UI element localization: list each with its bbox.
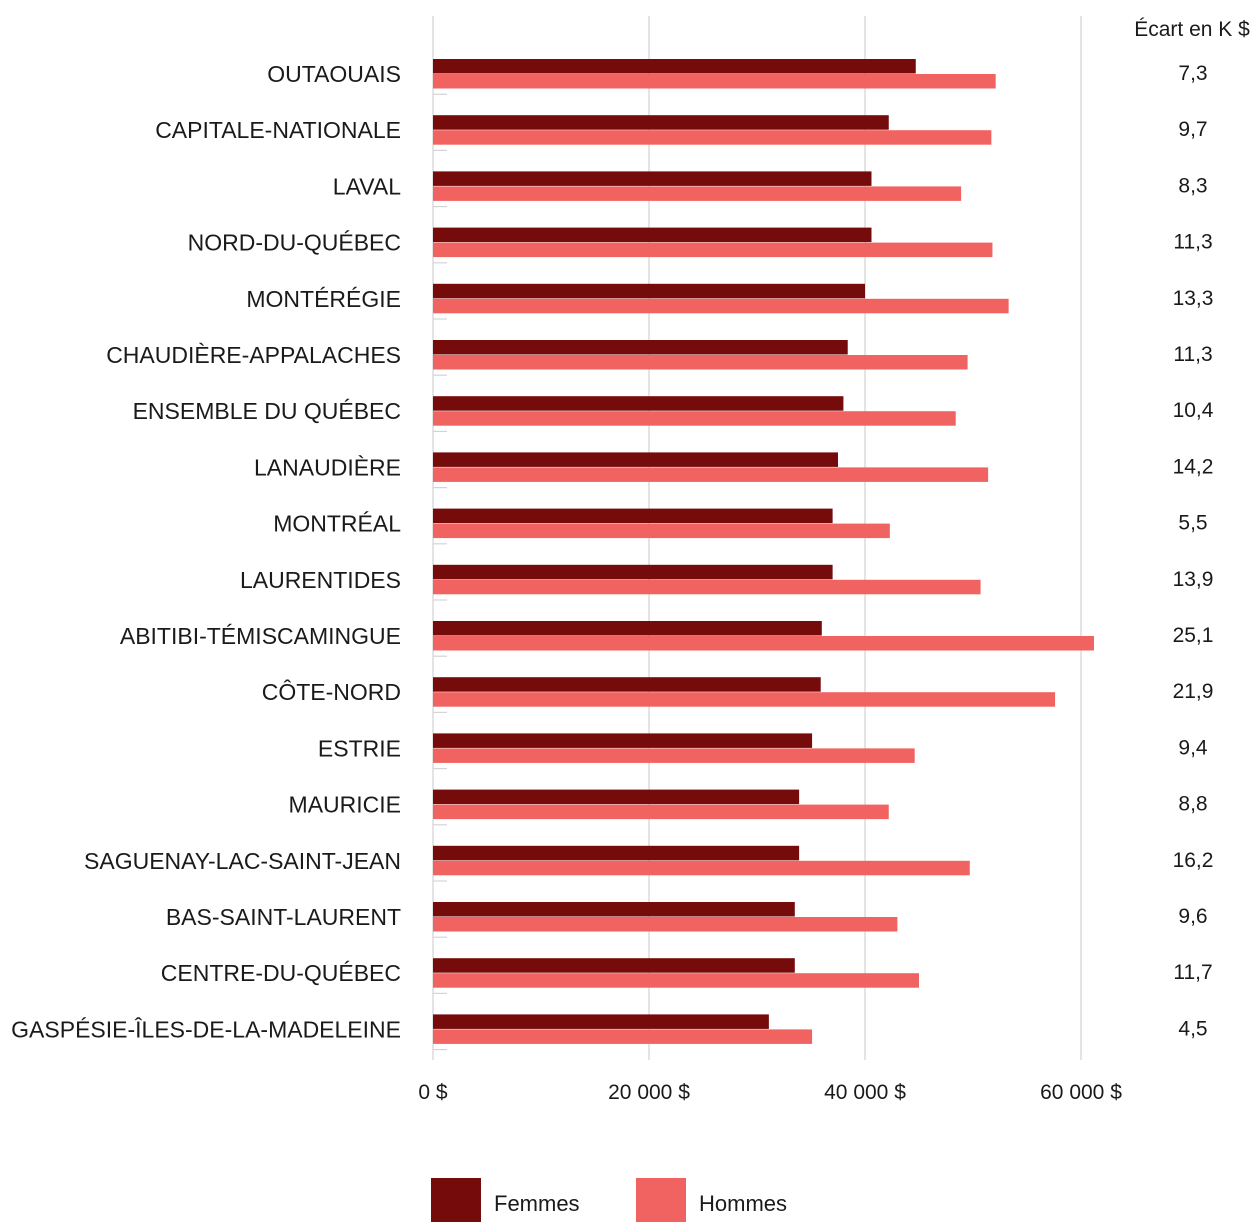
- category-label: LAVAL: [333, 173, 401, 199]
- legend-swatch-hommes: [636, 1178, 686, 1222]
- category-label: MONTÉRÉGIE: [246, 286, 401, 312]
- gap-value: 14,2: [1173, 455, 1214, 478]
- x-tick-label: 20 000 $: [608, 1081, 690, 1104]
- bar-femmes: [433, 1014, 769, 1029]
- category-label: CAPITALE-NATIONALE: [155, 117, 401, 143]
- bar-hommes: [433, 917, 898, 932]
- gap-value: 8,8: [1178, 793, 1207, 816]
- category-label: OUTAOUAIS: [267, 61, 401, 87]
- gap-value: 11,3: [1173, 343, 1212, 366]
- category-label: MONTRÉAL: [273, 511, 401, 537]
- bar-hommes: [433, 467, 989, 482]
- bar-hommes: [433, 860, 970, 876]
- bar-femmes: [433, 396, 844, 411]
- bar-femmes: [433, 677, 821, 692]
- bar-femmes: [433, 283, 865, 299]
- x-tick-label: 40 000 $: [824, 1081, 906, 1104]
- bar-hommes: [433, 411, 956, 426]
- gap-value: 25,1: [1173, 624, 1214, 647]
- bar-femmes: [433, 59, 916, 74]
- bar-hommes: [433, 74, 996, 89]
- bar-hommes: [433, 242, 993, 258]
- category-label: MAURICIE: [289, 792, 401, 818]
- bar-femmes: [433, 902, 795, 917]
- gap-value: 9,4: [1178, 736, 1208, 759]
- bar-femmes: [433, 340, 848, 355]
- category-label: ENSEMBLE DU QUÉBEC: [133, 398, 401, 424]
- bar-femmes: [433, 845, 800, 861]
- category-label: SAGUENAY-LAC-SAINT-JEAN: [84, 848, 401, 874]
- gap-value: 21,9: [1173, 680, 1214, 703]
- category-label: GASPÉSIE-ÎLES-DE-LA-MADELEINE: [11, 1016, 401, 1042]
- gap-value: 16,2: [1173, 849, 1214, 872]
- bar-hommes: [433, 1029, 813, 1044]
- bar-femmes: [433, 452, 838, 467]
- bar-femmes: [433, 564, 833, 580]
- bar-hommes: [433, 692, 1056, 707]
- bar-femmes: [433, 115, 889, 130]
- bars: [433, 59, 1094, 1044]
- legend-label-hommes: Hommes: [699, 1191, 787, 1216]
- gap-value: 8,3: [1178, 174, 1207, 197]
- gap-header: Écart en K $: [1134, 18, 1250, 41]
- legend-swatch-femmes: [431, 1178, 481, 1222]
- gap-value: 10,4: [1173, 399, 1214, 422]
- x-tick-label: 60 000 $: [1040, 1081, 1122, 1104]
- bar-femmes: [433, 171, 872, 186]
- gap-value: 7,3: [1178, 62, 1207, 85]
- category-label: CHAUDIÈRE-APPALACHES: [106, 342, 401, 368]
- x-axis-ticks: 0 $ 20 000 $ 40 000 $ 60 000 $: [418, 1081, 1122, 1104]
- bar-hommes: [433, 298, 1009, 314]
- bar-hommes: [433, 636, 1094, 651]
- bar-femmes: [433, 227, 872, 243]
- gap-value: 13,3: [1173, 287, 1214, 310]
- bar-hommes: [433, 130, 992, 145]
- category-label: LANAUDIÈRE: [254, 454, 401, 480]
- bar-hommes: [433, 579, 981, 595]
- gap-value: 4,5: [1178, 1017, 1207, 1040]
- category-label: BAS-SAINT-LAURENT: [166, 904, 401, 930]
- gap-column: Écart en K $ 7,3 9,7 8,3 11,3 13,3 11,3 10,4 14…: [1134, 18, 1250, 1040]
- bar-hommes: [433, 973, 919, 988]
- legend: Femmes Hommes: [431, 1178, 787, 1222]
- bar-femmes: [433, 958, 795, 973]
- category-label: CENTRE-DU-QUÉBEC: [161, 960, 401, 986]
- category-labels: OUTAOUAIS CAPITALE-NATIONALE LAVAL NORD-DU-…: [11, 61, 401, 1042]
- bar-hommes: [433, 355, 968, 370]
- gap-value: 9,6: [1178, 905, 1207, 928]
- bar-hommes: [433, 748, 915, 763]
- bar-hommes: [433, 804, 889, 820]
- legend-label-femmes: Femmes: [494, 1191, 580, 1216]
- gap-value: 5,5: [1178, 512, 1207, 535]
- category-label: ABITIBI-TÉMISCAMINGUE: [120, 623, 401, 649]
- category-label: ESTRIE: [318, 735, 401, 761]
- gap-value: 9,7: [1178, 118, 1207, 141]
- category-label: NORD-DU-QUÉBEC: [188, 230, 401, 256]
- category-label: LAURENTIDES: [240, 567, 401, 593]
- gap-value: 11,7: [1173, 961, 1212, 984]
- bar-hommes: [433, 186, 962, 201]
- bar-femmes: [433, 621, 822, 636]
- bar-femmes: [433, 733, 813, 748]
- bar-hommes: [433, 523, 890, 539]
- gap-value: 11,3: [1173, 231, 1212, 254]
- gap-value: 13,9: [1173, 568, 1214, 591]
- bar-femmes: [433, 789, 800, 805]
- x-tick-label: 0 $: [418, 1081, 448, 1104]
- bar-femmes: [433, 508, 833, 524]
- category-label: CÔTE-NORD: [262, 678, 401, 705]
